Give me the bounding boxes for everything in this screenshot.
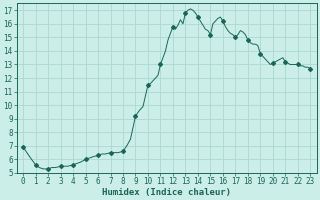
X-axis label: Humidex (Indice chaleur): Humidex (Indice chaleur) bbox=[102, 188, 231, 197]
